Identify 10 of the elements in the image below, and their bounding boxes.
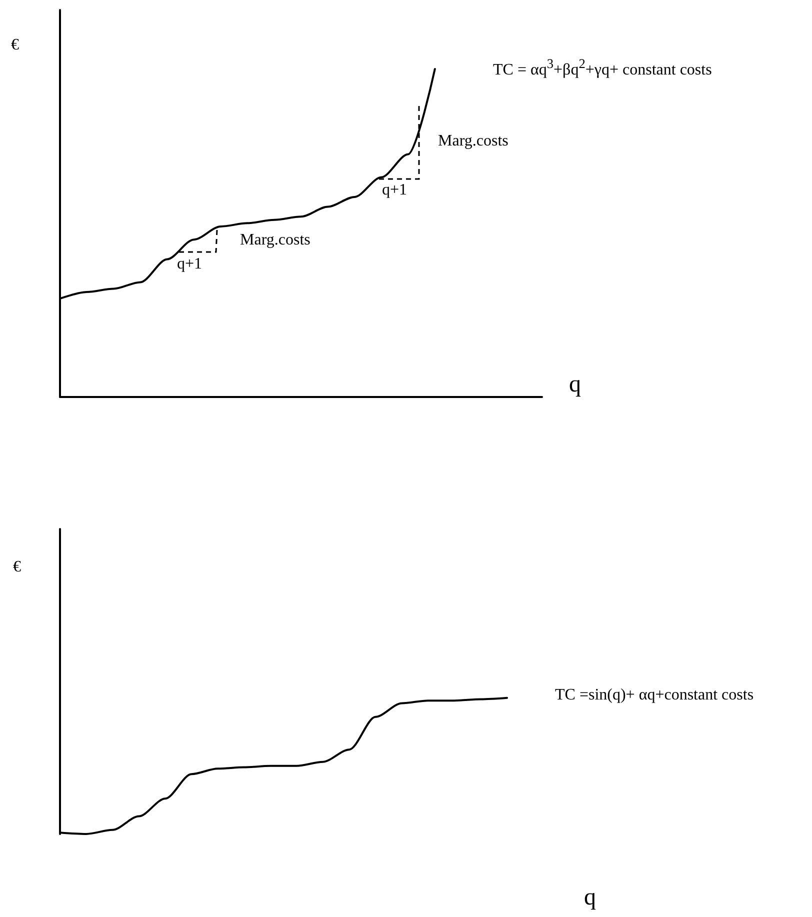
annotation: Marg.costs: [240, 230, 310, 250]
x-axis-title: q: [569, 370, 581, 400]
y-axis-title: €: [13, 557, 21, 577]
annotation: q+1: [177, 254, 202, 274]
annotation: q+1: [382, 180, 408, 200]
annotation: Marg.costs: [438, 131, 508, 151]
text: TC =sin(q)+ αq+constant costs: [555, 685, 754, 705]
x-axis-title: q: [584, 884, 596, 912]
y-axis-title: €: [11, 35, 19, 55]
annotation: TC = αq$^{3}$+βq$^{2}$+γq+ constant costs: [493, 56, 712, 80]
